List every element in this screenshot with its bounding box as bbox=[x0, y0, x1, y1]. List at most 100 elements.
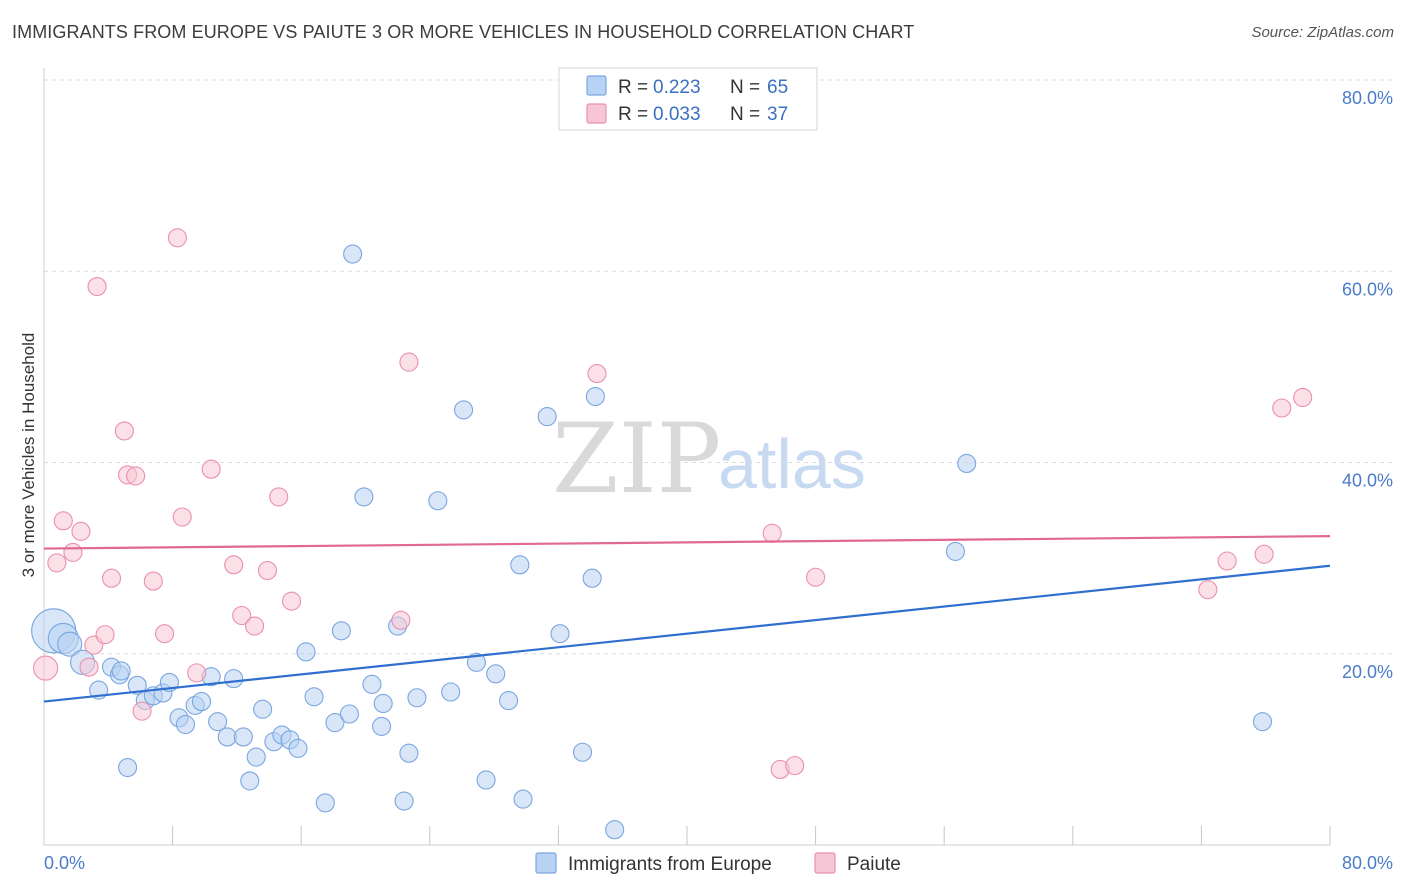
europe-point-32 bbox=[315, 793, 335, 813]
europe-point-49 bbox=[476, 770, 496, 790]
axes bbox=[43, 68, 1331, 846]
europe-point-48 bbox=[466, 652, 486, 672]
europe-point-54 bbox=[537, 407, 557, 427]
paiute-point-32 bbox=[806, 567, 826, 587]
europe-point-58 bbox=[585, 386, 605, 407]
europe-point-57 bbox=[582, 568, 602, 588]
europe-point-56 bbox=[572, 742, 593, 762]
europe-point-15 bbox=[175, 714, 196, 735]
paiute-point-0 bbox=[33, 655, 59, 681]
series-immigrants-from-europe bbox=[31, 244, 1273, 840]
europe-point-45 bbox=[428, 491, 448, 511]
europe-point-29 bbox=[288, 738, 308, 758]
paiute-point-3 bbox=[63, 542, 83, 562]
legend-n-value-europe: 65 bbox=[767, 77, 788, 98]
europe-point-22 bbox=[233, 727, 253, 747]
paiute-point-20 bbox=[224, 555, 244, 575]
x-tick-label-max: 80.0% bbox=[1342, 853, 1393, 873]
europe-point-17 bbox=[191, 692, 212, 712]
europe-point-59 bbox=[605, 820, 625, 840]
legend-n-value-paiute: 37 bbox=[767, 104, 788, 125]
legend-bottom-label-paiute: Paiute bbox=[847, 854, 901, 875]
paiute-point-14 bbox=[143, 571, 163, 591]
source-credit: Source: ZipAtlas.com bbox=[1251, 24, 1394, 41]
legend-n-label-europe: N = bbox=[730, 77, 760, 98]
europe-point-46 bbox=[441, 682, 461, 702]
legend-r-value-europe: 0.223 bbox=[653, 77, 701, 98]
paiute-point-1 bbox=[47, 553, 67, 573]
x-tick-label-min: 0.0% bbox=[44, 853, 85, 873]
europe-point-34 bbox=[331, 621, 351, 641]
legend-top: R = 0.223 N = 65 R = 0.033 N = 37 bbox=[558, 67, 818, 131]
europe-point-33 bbox=[325, 713, 345, 733]
paiute-point-8 bbox=[95, 625, 115, 645]
chart-title: IMMIGRANTS FROM EUROPE VS PAIUTE 3 OR MO… bbox=[12, 22, 915, 42]
europe-point-39 bbox=[373, 693, 393, 714]
europe-point-42 bbox=[394, 791, 414, 811]
paiute-point-4 bbox=[71, 521, 91, 541]
europe-point-8 bbox=[118, 757, 138, 778]
y-tick-label-0: 20.0% bbox=[1342, 662, 1393, 682]
legend-bottom-label-europe: Immigrants from Europe bbox=[568, 854, 772, 875]
europe-point-36 bbox=[343, 244, 363, 264]
europe-point-31 bbox=[304, 687, 324, 707]
paiute-point-2 bbox=[53, 511, 73, 531]
europe-point-55 bbox=[550, 624, 570, 644]
paiute-point-17 bbox=[172, 507, 192, 527]
paiute-point-36 bbox=[1272, 398, 1292, 418]
europe-point-35 bbox=[339, 704, 359, 724]
legend-r-value-paiute: 0.033 bbox=[653, 104, 701, 125]
paiute-point-22 bbox=[245, 616, 265, 636]
paiute-point-27 bbox=[399, 352, 419, 372]
europe-point-38 bbox=[362, 674, 382, 694]
watermark-atlas: atlas bbox=[718, 425, 866, 503]
europe-point-37 bbox=[354, 487, 374, 507]
europe-point-61 bbox=[957, 453, 977, 474]
paiute-point-15 bbox=[155, 624, 175, 644]
legend-r-label-paiute: R = bbox=[618, 104, 648, 125]
paiute-point-37 bbox=[1293, 387, 1313, 408]
y-tick-label-3: 80.0% bbox=[1342, 88, 1393, 108]
paiute-point-31 bbox=[785, 756, 805, 776]
europe-point-2 bbox=[57, 631, 83, 657]
europe-point-30 bbox=[296, 642, 316, 662]
watermark: ZIP atlas bbox=[552, 403, 866, 515]
europe-point-51 bbox=[499, 691, 519, 711]
europe-point-21 bbox=[224, 669, 244, 689]
legend-r-label-europe: R = bbox=[618, 77, 648, 98]
legend-bottom-swatch-paiute bbox=[814, 852, 836, 874]
paiute-point-18 bbox=[187, 663, 207, 683]
trend-lines bbox=[43, 535, 1331, 703]
paiute-point-19 bbox=[201, 459, 221, 479]
europe-point-60 bbox=[945, 541, 966, 561]
europe-point-19 bbox=[208, 712, 228, 732]
grid bbox=[44, 79, 1393, 655]
y-tick-label-1: 40.0% bbox=[1342, 471, 1393, 491]
europe-point-20 bbox=[217, 727, 237, 747]
paiute-point-7 bbox=[87, 276, 107, 297]
paiute-point-10 bbox=[114, 421, 134, 441]
europe-point-53 bbox=[513, 789, 533, 809]
series-paiute bbox=[33, 228, 1313, 780]
paiute-point-26 bbox=[391, 610, 411, 630]
europe-point-52 bbox=[510, 555, 530, 575]
paiute-point-33 bbox=[1198, 580, 1218, 600]
y-axis-label: 3 or more Vehicles in Household bbox=[19, 333, 38, 578]
legend-swatch-europe bbox=[586, 75, 607, 96]
europe-point-50 bbox=[486, 664, 506, 684]
europe-point-9 bbox=[127, 675, 147, 695]
legend-swatch-paiute bbox=[586, 103, 607, 124]
paiute-point-28 bbox=[587, 364, 607, 384]
paiute-point-21 bbox=[232, 605, 252, 626]
europe-point-25 bbox=[253, 699, 273, 719]
y-tick-label-2: 60.0% bbox=[1342, 279, 1393, 299]
watermark-zip: ZIP bbox=[552, 403, 721, 515]
paiute-point-23 bbox=[257, 561, 277, 581]
y-tick-labels: 20.0% 40.0% 60.0% 80.0% bbox=[1342, 88, 1393, 682]
europe-point-44 bbox=[407, 688, 427, 708]
europe-point-24 bbox=[246, 747, 266, 767]
europe-point-62 bbox=[1252, 712, 1273, 732]
legend-n-label-paiute: N = bbox=[730, 104, 760, 125]
paiute-trend-line bbox=[43, 535, 1331, 550]
